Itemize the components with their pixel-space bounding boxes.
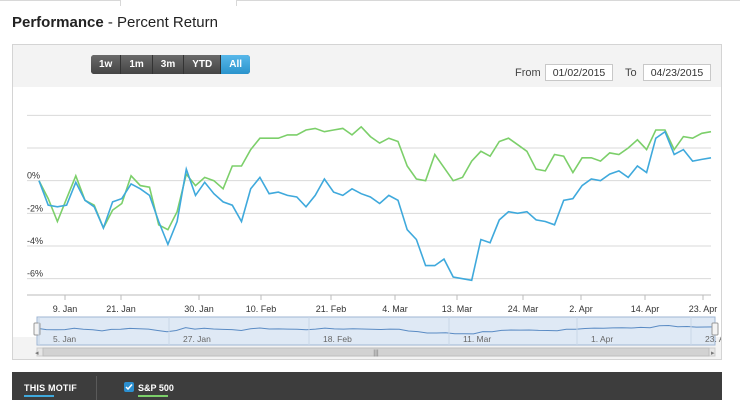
range-selector: 1w 1m 3m YTD All — [91, 55, 251, 74]
x-tick-label: 14. Apr — [631, 304, 660, 314]
chart-toolbar: 1w 1m 3m YTD All From To — [13, 45, 721, 87]
range-1m-button[interactable]: 1m — [121, 55, 153, 74]
navigator-window — [36, 316, 716, 346]
page-title: Performance - Percent Return — [12, 14, 218, 34]
scrollbar-grip-icon: ||| — [373, 350, 379, 357]
x-tick-label: 24. Mar — [508, 304, 539, 314]
scroll-right-arrow-icon: ▸ — [711, 350, 715, 357]
navigator-right-handle — [711, 322, 719, 336]
to-date-input[interactable] — [643, 64, 711, 81]
legend-sp500[interactable]: S&P 500 — [138, 383, 174, 393]
x-tick-label: 9. Jan — [53, 304, 78, 314]
navigator-series — [36, 324, 716, 335]
legend-sp500-swatch — [138, 395, 168, 397]
legend-divider — [96, 376, 97, 400]
from-date-input[interactable] — [545, 64, 613, 81]
sp500-series-line — [38, 125, 712, 231]
navigator-tick-label: 1. Apr — [591, 334, 613, 344]
sp500-checkbox[interactable] — [124, 382, 134, 392]
range-ytd-button[interactable]: YTD — [184, 55, 222, 74]
chart-area: 0% -2% -4% -6% 9. Jan 21. Jan 30. Jan 10. Feb 21… — [13, 87, 721, 337]
chart-panel: 1w 1m 3m YTD All From To 0% -2% -4% -6% 9. J… — [12, 44, 722, 360]
x-tick-label: 30. Jan — [184, 304, 214, 314]
x-tick-label: 10. Feb — [246, 304, 277, 314]
x-tick-label: 23. Apr — [689, 304, 718, 314]
legend-bar: THIS MOTIF S&P 500 — [12, 372, 722, 400]
navigator-tick-label: 11. Mar — [463, 334, 491, 344]
range-all-button[interactable]: All — [221, 55, 251, 74]
range-3m-button[interactable]: 3m — [152, 55, 185, 74]
title-rest: - Percent Return — [103, 14, 218, 31]
checkmark-icon — [125, 384, 133, 391]
y-tick-label: -6% — [27, 269, 43, 279]
navigator-tick-label: 23. Apr — [705, 334, 721, 344]
navigator-scrollbar-thumb — [42, 347, 710, 357]
from-label: From — [515, 67, 541, 79]
y-tick-label: 0% — [27, 171, 40, 181]
navigator-tick-label: 5. Jan — [53, 334, 76, 344]
tab-strip — [0, 0, 740, 6]
to-label: To — [625, 67, 637, 79]
x-tick-label: 21. Feb — [316, 304, 347, 314]
y-tick-label: -2% — [27, 203, 43, 213]
motif-series-line — [38, 130, 712, 282]
title-bold: Performance — [12, 14, 104, 31]
scroll-left-arrow-icon: ◂ — [35, 350, 39, 357]
y-tick-label: -4% — [27, 236, 43, 246]
x-tick-label: 13. Mar — [442, 304, 473, 314]
line-chart: 0% -2% -4% -6% 9. Jan 21. Jan 30. Jan 10. Feb 21… — [27, 114, 718, 314]
legend-this-motif[interactable]: THIS MOTIF — [24, 383, 77, 393]
x-tick-label: 2. Apr — [569, 304, 593, 314]
x-tick-label: 21. Jan — [106, 304, 136, 314]
navigator-tick-label: 18. Feb — [323, 334, 352, 344]
navigator-tick-label: 27. Jan — [183, 334, 211, 344]
range-1w-button[interactable]: 1w — [91, 55, 122, 74]
legend-motif-swatch — [24, 395, 54, 397]
range-navigator[interactable]: 5. Jan 27. Jan 18. Feb 11. Mar 1. Apr 23. Apr… — [33, 315, 721, 360]
x-tick-label: 4. Mar — [382, 304, 408, 314]
